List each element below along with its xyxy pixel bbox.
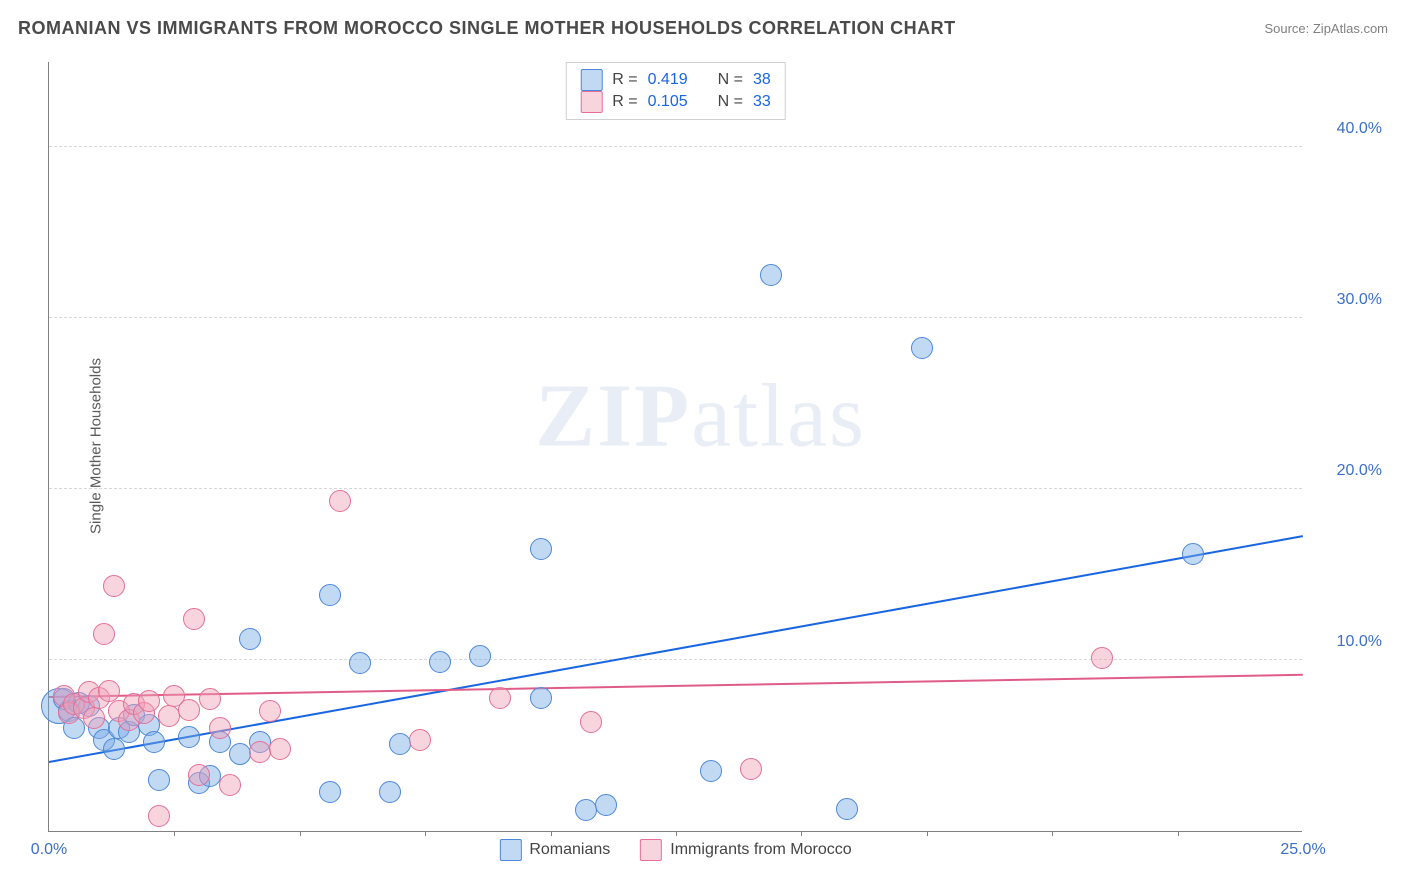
legend-n-label: N = — [718, 93, 743, 111]
series-legend-item: Romanians — [499, 839, 610, 861]
data-point — [836, 798, 858, 820]
x-tick-mark — [174, 831, 175, 836]
trend-line — [49, 535, 1303, 763]
legend-r-label: R = — [612, 93, 637, 111]
data-point — [103, 575, 125, 597]
data-point — [429, 651, 451, 673]
data-point — [1182, 543, 1204, 565]
data-point — [98, 680, 120, 702]
gridline — [49, 488, 1302, 489]
data-point — [148, 805, 170, 827]
data-point — [183, 608, 205, 630]
x-tick-mark — [801, 831, 802, 836]
x-tick-mark — [551, 831, 552, 836]
data-point — [575, 799, 597, 821]
data-point — [595, 794, 617, 816]
data-point — [229, 743, 251, 765]
data-point — [93, 623, 115, 645]
data-point — [199, 688, 221, 710]
data-point — [143, 731, 165, 753]
data-point — [319, 781, 341, 803]
data-point — [178, 726, 200, 748]
data-point — [103, 738, 125, 760]
data-point — [329, 490, 351, 512]
data-point — [379, 781, 401, 803]
legend-swatch — [580, 69, 602, 91]
legend-r-value: 0.105 — [648, 93, 688, 111]
gridline — [49, 317, 1302, 318]
x-tick-label: 0.0% — [31, 841, 67, 859]
legend-n-value: 33 — [753, 93, 771, 111]
legend-swatch — [499, 839, 521, 861]
y-tick-label: 10.0% — [1312, 633, 1382, 651]
data-point — [158, 705, 180, 727]
data-point — [580, 711, 602, 733]
watermark: ZIPatlas — [535, 364, 866, 467]
data-point — [911, 337, 933, 359]
data-point — [409, 729, 431, 751]
gridline — [49, 659, 1302, 660]
x-tick-mark — [425, 831, 426, 836]
data-point — [740, 758, 762, 780]
series-name: Immigrants from Morocco — [670, 841, 851, 859]
data-point — [83, 707, 105, 729]
data-point — [188, 764, 210, 786]
data-point — [319, 584, 341, 606]
legend-swatch — [580, 91, 602, 113]
series-legend-item: Immigrants from Morocco — [640, 839, 851, 861]
data-point — [349, 652, 371, 674]
data-point — [148, 769, 170, 791]
legend-swatch — [640, 839, 662, 861]
data-point — [469, 645, 491, 667]
data-point — [700, 760, 722, 782]
legend-row: R = 0.419 N = 38 — [580, 69, 771, 91]
data-point — [489, 687, 511, 709]
scatter-plot-area: ZIPatlas R =0.419N =38R =0.105N =33 Roma… — [48, 62, 1302, 832]
y-tick-label: 40.0% — [1312, 120, 1382, 138]
data-point — [209, 717, 231, 739]
legend-n-value: 38 — [753, 71, 771, 89]
x-tick-label: 25.0% — [1280, 841, 1325, 859]
x-tick-mark — [1178, 831, 1179, 836]
trend-line — [49, 673, 1303, 697]
y-tick-label: 20.0% — [1312, 462, 1382, 480]
correlation-legend: R = 0.419 N = 38 R = 0.105 N = 33 — [565, 62, 786, 120]
series-name: Romanians — [529, 841, 610, 859]
y-tick-label: 30.0% — [1312, 291, 1382, 309]
data-point — [530, 687, 552, 709]
data-point — [1091, 647, 1113, 669]
data-point — [760, 264, 782, 286]
data-point — [259, 700, 281, 722]
gridline — [49, 146, 1302, 147]
x-tick-mark — [1052, 831, 1053, 836]
data-point — [219, 774, 241, 796]
x-tick-mark — [927, 831, 928, 836]
series-legend: Romanians Immigrants from Morocco — [499, 839, 851, 861]
legend-r-value: 0.419 — [648, 71, 688, 89]
data-point — [389, 733, 411, 755]
chart-title: ROMANIAN VS IMMIGRANTS FROM MOROCCO SING… — [18, 18, 956, 39]
legend-row: R = 0.105 N = 33 — [580, 91, 771, 113]
data-point — [239, 628, 261, 650]
data-point — [530, 538, 552, 560]
source-attribution: Source: ZipAtlas.com — [1264, 21, 1388, 36]
data-point — [269, 738, 291, 760]
legend-r-label: R = — [612, 71, 637, 89]
legend-n-label: N = — [718, 71, 743, 89]
x-tick-mark — [300, 831, 301, 836]
data-point — [249, 741, 271, 763]
data-point — [138, 690, 160, 712]
data-point — [178, 699, 200, 721]
x-tick-mark — [676, 831, 677, 836]
